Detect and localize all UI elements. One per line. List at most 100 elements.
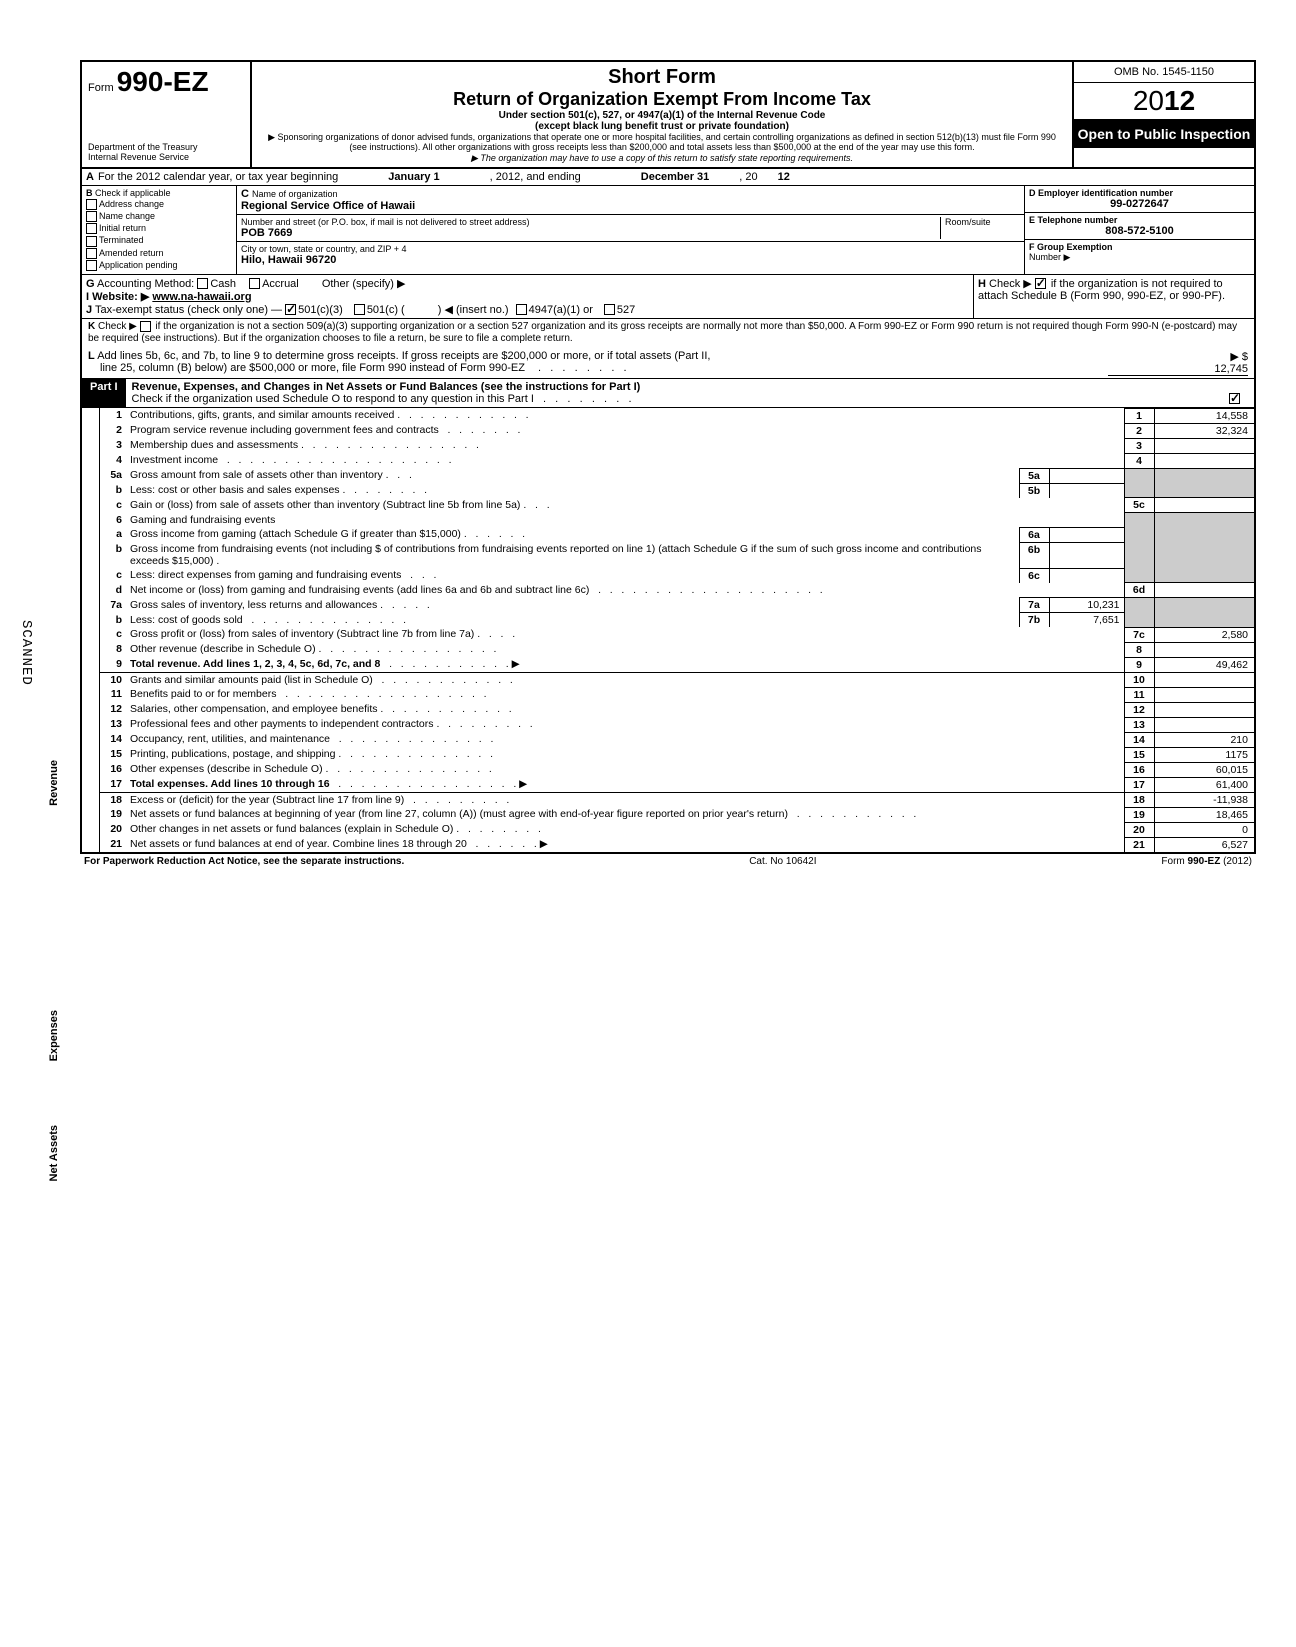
l19-val: 18,465 [1154, 807, 1254, 822]
footer-mid: Cat. No 10642I [749, 856, 816, 867]
b-heading: Check if applicable [95, 188, 171, 198]
b-item-5: Application pending [99, 260, 178, 270]
row-a-endy: 12 [778, 171, 790, 183]
b-item-2: Initial return [99, 223, 146, 233]
l13-text: Professional fees and other payments to … [130, 718, 434, 730]
l6d-val [1154, 583, 1254, 598]
l15-text: Printing, publications, postage, and shi… [130, 748, 335, 760]
initial-return-checkbox[interactable] [86, 223, 97, 234]
l6a-text: Gross income from gaming (attach Schedul… [130, 528, 461, 540]
l14-val: 210 [1154, 732, 1254, 747]
l20-val: 0 [1154, 822, 1254, 837]
label-g: G [86, 278, 95, 290]
part1-label: Part I [82, 379, 126, 407]
l3-text: Membership dues and assessments [130, 439, 298, 451]
accrual-checkbox[interactable] [249, 278, 260, 289]
l18-text: Excess or (deficit) for the year (Subtra… [130, 794, 404, 806]
label-l: L [88, 350, 95, 362]
header-note1: ▶ Sponsoring organizations of donor advi… [260, 132, 1064, 153]
dept-line2: Internal Revenue Service [88, 153, 244, 163]
e-label: E Telephone number [1029, 215, 1117, 225]
l16-val: 60,015 [1154, 762, 1254, 777]
4947-checkbox[interactable] [516, 304, 527, 315]
row-a-text: For the 2012 calendar year, or tax year … [98, 171, 338, 183]
label-b: B [86, 188, 93, 198]
row-a: A For the 2012 calendar year, or tax yea… [82, 169, 1254, 186]
label-i: I [86, 291, 89, 303]
l10-val [1154, 672, 1254, 687]
row-a-begin: January 1 [388, 171, 439, 183]
l7b-text: Less: cost of goods sold [130, 614, 243, 626]
l21-text: Net assets or fund balances at end of ye… [130, 838, 467, 850]
part1-schedule-o-checkbox[interactable] [1229, 393, 1240, 404]
501c3-checkbox[interactable] [285, 304, 296, 315]
j-o2: 501(c) ( [367, 304, 405, 316]
ein-value: 99-0272647 [1029, 198, 1250, 210]
l7a-text: Gross sales of inventory, less returns a… [130, 599, 377, 611]
part1-check-text: Check if the organization used Schedule … [132, 393, 534, 405]
l-arrow: ▶ $ [1230, 351, 1248, 363]
part1-title: Revenue, Expenses, and Changes in Net As… [132, 381, 641, 393]
cash-checkbox[interactable] [197, 278, 208, 289]
l15-val: 1175 [1154, 747, 1254, 762]
l7b-iv: 7,651 [1049, 613, 1124, 628]
row-l: L Add lines 5b, 6c, and 7b, to line 9 to… [82, 348, 1254, 379]
l8-val [1154, 642, 1254, 657]
l3-val [1154, 438, 1254, 453]
addr-value: POB 7669 [241, 227, 940, 239]
amended-checkbox[interactable] [86, 248, 97, 259]
l20-text: Other changes in net assets or fund bala… [130, 823, 453, 835]
side-revenue [82, 408, 100, 852]
f-label: F Group Exemption [1029, 242, 1113, 252]
row-gh: G Accounting Method: Cash Accrual Other … [82, 275, 1254, 319]
row-a-endyp: , 20 [739, 171, 757, 183]
j-o5: 527 [617, 304, 635, 316]
open-to-public: Open to Public Inspection [1074, 120, 1254, 148]
j-o4: 4947(a)(1) or [529, 304, 593, 316]
year-prefix: 20 [1133, 85, 1164, 116]
l7c-text: Gross profit or (loss) from sales of inv… [130, 628, 474, 640]
dept-block: Department of the Treasury Internal Reve… [88, 143, 244, 163]
city-heading: City or town, state or country, and ZIP … [241, 244, 1020, 254]
header-left: Form 990-EZ Department of the Treasury I… [82, 62, 252, 167]
label-c: C [241, 188, 249, 200]
l14-text: Occupancy, rent, utilities, and maintena… [130, 733, 330, 745]
name-change-checkbox[interactable] [86, 211, 97, 222]
header-right: OMB No. 1545-1150 2012 Open to Public In… [1074, 62, 1254, 167]
room-label: Room/suite [945, 217, 1020, 227]
k-checkbox[interactable] [140, 321, 151, 332]
form-number-val: 990-EZ [117, 66, 209, 97]
l6b-iv [1049, 542, 1124, 568]
row-g: G Accounting Method: Cash Accrual Other … [86, 277, 969, 290]
app-pending-checkbox[interactable] [86, 260, 97, 271]
l6c-text: Less: direct expenses from gaming and fu… [130, 569, 401, 581]
l5a-iv [1049, 468, 1124, 483]
c-heading: Name of organization [252, 189, 338, 199]
terminated-checkbox[interactable] [86, 236, 97, 247]
tax-year: 2012 [1074, 83, 1254, 120]
l2-text: Program service revenue including govern… [130, 424, 439, 436]
lines-body: 1Contributions, gifts, grants, and simil… [82, 408, 1254, 852]
subtitle1: Under section 501(c), 527, or 4947(a)(1)… [260, 110, 1064, 121]
section-b-left: B Check if applicable Address change Nam… [82, 186, 237, 274]
b-item-1: Name change [99, 211, 155, 221]
addr-change-checkbox[interactable] [86, 199, 97, 210]
l6-text: Gaming and fundraising events [130, 514, 275, 526]
527-checkbox[interactable] [604, 304, 615, 315]
l-text2: line 25, column (B) below) are $500,000 … [100, 362, 525, 374]
l1-text: Contributions, gifts, grants, and simila… [130, 409, 394, 421]
website-value: www.na-hawaii.org [152, 291, 251, 303]
l16-text: Other expenses (describe in Schedule O) [130, 763, 323, 775]
l5c-text: Gain or (loss) from sale of assets other… [130, 499, 520, 511]
501c-checkbox[interactable] [354, 304, 365, 315]
j-o3: ) ◀ (insert no.) [438, 304, 509, 316]
lines-table: 1Contributions, gifts, grants, and simil… [100, 408, 1254, 852]
row-a-endmonth: December 31 [641, 171, 710, 183]
l11-text: Benefits paid to or for members [130, 688, 276, 700]
section-bcdef: B Check if applicable Address change Nam… [82, 186, 1254, 275]
l9-val: 49,462 [1154, 657, 1254, 672]
l7a-iv: 10,231 [1049, 598, 1124, 613]
part1-header-row: Part I Revenue, Expenses, and Changes in… [82, 379, 1254, 408]
short-form-label: Short Form [260, 66, 1064, 89]
schedule-b-checkbox[interactable] [1035, 278, 1046, 289]
